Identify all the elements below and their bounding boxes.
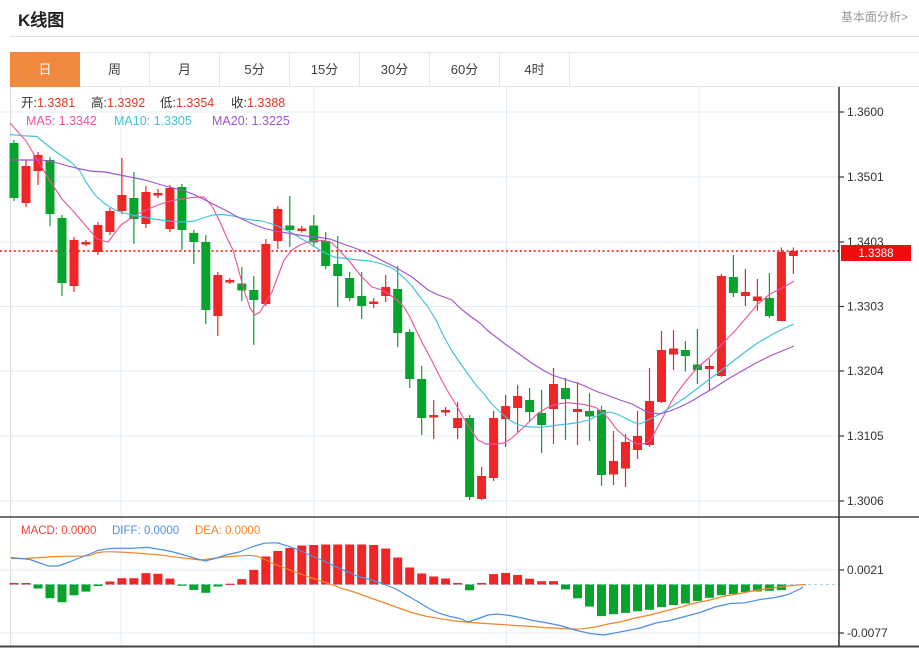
svg-text:DEA: 0.0000: DEA: 0.0000 [195, 525, 260, 537]
svg-text:高:1.3392: 高:1.3392 [91, 95, 145, 110]
svg-text:1.3303: 1.3303 [847, 300, 884, 314]
svg-text:MA10: 1.3305: MA10: 1.3305 [114, 114, 192, 128]
svg-text:MACD: 0.0000: MACD: 0.0000 [21, 525, 96, 537]
svg-text:1.3388: 1.3388 [858, 248, 893, 260]
svg-text:1.3501: 1.3501 [847, 170, 884, 184]
svg-text:低:1.3354: 低:1.3354 [160, 96, 214, 110]
svg-text:1.3204: 1.3204 [847, 364, 884, 378]
svg-text:收:1.3388: 收:1.3388 [231, 96, 285, 110]
svg-text:MA5: 1.3342: MA5: 1.3342 [26, 114, 97, 128]
svg-text:0.0021: 0.0021 [847, 563, 884, 577]
svg-text:-0.0077: -0.0077 [847, 626, 888, 640]
svg-text:1.3600: 1.3600 [847, 105, 884, 119]
svg-text:MA20: 1.3225: MA20: 1.3225 [212, 114, 290, 128]
svg-text:1.3105: 1.3105 [847, 429, 884, 443]
svg-text:1.3006: 1.3006 [847, 494, 884, 508]
svg-text:开:1.3381: 开:1.3381 [21, 96, 75, 110]
svg-text:DIFF: 0.0000: DIFF: 0.0000 [112, 525, 179, 537]
